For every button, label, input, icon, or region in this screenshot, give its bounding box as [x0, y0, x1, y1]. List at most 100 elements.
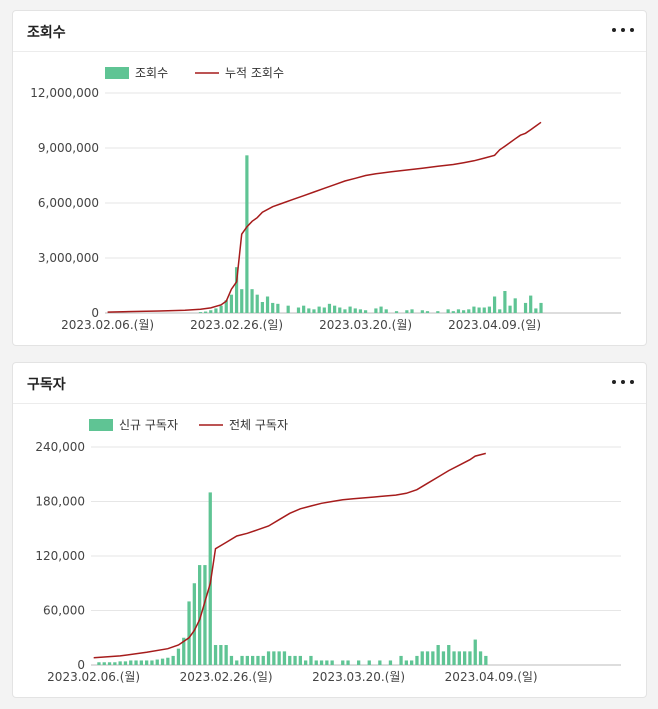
bar[interactable] [508, 305, 512, 313]
bar[interactable] [353, 308, 357, 313]
bar[interactable] [235, 660, 239, 665]
bar[interactable] [333, 305, 337, 313]
bar[interactable] [145, 660, 149, 665]
bar[interactable] [171, 655, 175, 665]
bar[interactable] [452, 651, 456, 665]
bar[interactable] [379, 306, 383, 313]
bar[interactable] [224, 645, 228, 665]
bar[interactable] [394, 311, 399, 313]
bar[interactable] [330, 660, 334, 665]
bar[interactable] [322, 307, 326, 314]
bar[interactable] [357, 660, 361, 665]
bar[interactable] [410, 660, 414, 665]
series-line[interactable] [93, 452, 486, 659]
legend-label[interactable]: 전체 구독자 [229, 418, 288, 432]
bar[interactable] [405, 310, 409, 313]
bar[interactable] [271, 302, 275, 313]
bar[interactable] [250, 289, 254, 313]
bar[interactable] [302, 305, 306, 313]
bar[interactable] [234, 267, 239, 313]
bar[interactable] [224, 300, 228, 313]
bar[interactable] [245, 655, 249, 665]
bar[interactable] [457, 651, 461, 665]
series-line[interactable] [107, 121, 542, 313]
more-options-icon[interactable] [612, 24, 634, 36]
bar[interactable] [209, 310, 213, 313]
bar[interactable] [358, 309, 363, 313]
bar[interactable] [293, 655, 297, 665]
bar[interactable] [523, 302, 528, 313]
bar[interactable] [478, 651, 483, 665]
bar[interactable] [473, 639, 477, 665]
bar[interactable] [219, 305, 223, 313]
bar[interactable] [484, 655, 488, 665]
bar[interactable] [229, 655, 234, 665]
bar[interactable] [410, 309, 414, 313]
bar[interactable] [425, 651, 430, 665]
bar[interactable] [113, 662, 117, 665]
bar[interactable] [341, 660, 345, 665]
bar[interactable] [487, 306, 492, 313]
bar[interactable] [286, 305, 290, 313]
bar[interactable] [404, 660, 408, 665]
bar[interactable] [425, 311, 430, 313]
bar[interactable] [378, 660, 382, 665]
bar[interactable] [314, 660, 318, 665]
bar[interactable] [529, 295, 533, 313]
bar[interactable] [150, 660, 154, 665]
bar[interactable] [534, 308, 538, 313]
bar[interactable] [498, 309, 502, 313]
bar[interactable] [415, 655, 419, 665]
bar[interactable] [343, 309, 347, 313]
bar[interactable] [276, 303, 280, 313]
bar[interactable] [327, 303, 332, 313]
bar[interactable] [261, 655, 265, 665]
bar[interactable] [420, 310, 424, 313]
bar[interactable] [123, 661, 128, 665]
bar[interactable] [182, 637, 186, 665]
legend-label[interactable]: 누적 조회수 [225, 66, 284, 80]
bar[interactable] [482, 307, 486, 314]
bar[interactable] [436, 311, 440, 313]
bar[interactable] [312, 309, 316, 313]
bar[interactable] [213, 645, 218, 665]
bar[interactable] [462, 310, 466, 313]
bar[interactable] [219, 645, 223, 665]
bar[interactable] [204, 311, 208, 313]
bar[interactable] [441, 651, 446, 665]
bar[interactable] [260, 302, 264, 313]
bar[interactable] [266, 651, 271, 665]
bar[interactable] [467, 309, 471, 313]
bar[interactable] [134, 660, 138, 665]
more-options-icon[interactable] [612, 376, 634, 388]
bar[interactable] [384, 309, 388, 313]
bar[interactable] [346, 660, 350, 665]
bar[interactable] [192, 583, 196, 665]
bar[interactable] [348, 306, 352, 313]
bar[interactable] [317, 306, 321, 313]
bar[interactable] [388, 660, 393, 665]
bar[interactable] [304, 660, 308, 665]
bar[interactable] [240, 655, 244, 665]
bar[interactable] [447, 645, 451, 665]
bar[interactable] [97, 662, 101, 665]
bar[interactable] [166, 657, 170, 665]
bar[interactable] [431, 651, 435, 665]
bar[interactable] [399, 655, 403, 665]
legend-label[interactable]: 조회수 [135, 66, 168, 80]
bar[interactable] [265, 296, 270, 314]
bar[interactable] [492, 296, 497, 314]
bar[interactable] [155, 659, 159, 665]
bar[interactable] [256, 655, 260, 665]
bar[interactable] [282, 651, 287, 665]
bar[interactable] [129, 660, 133, 665]
bar[interactable] [503, 291, 507, 313]
bar[interactable] [198, 565, 202, 665]
bar[interactable] [277, 651, 281, 665]
bar[interactable] [245, 155, 249, 313]
bar[interactable] [107, 662, 112, 665]
bar[interactable] [363, 310, 368, 313]
bar[interactable] [367, 660, 371, 665]
bar[interactable] [319, 660, 324, 665]
bar[interactable] [472, 306, 476, 313]
